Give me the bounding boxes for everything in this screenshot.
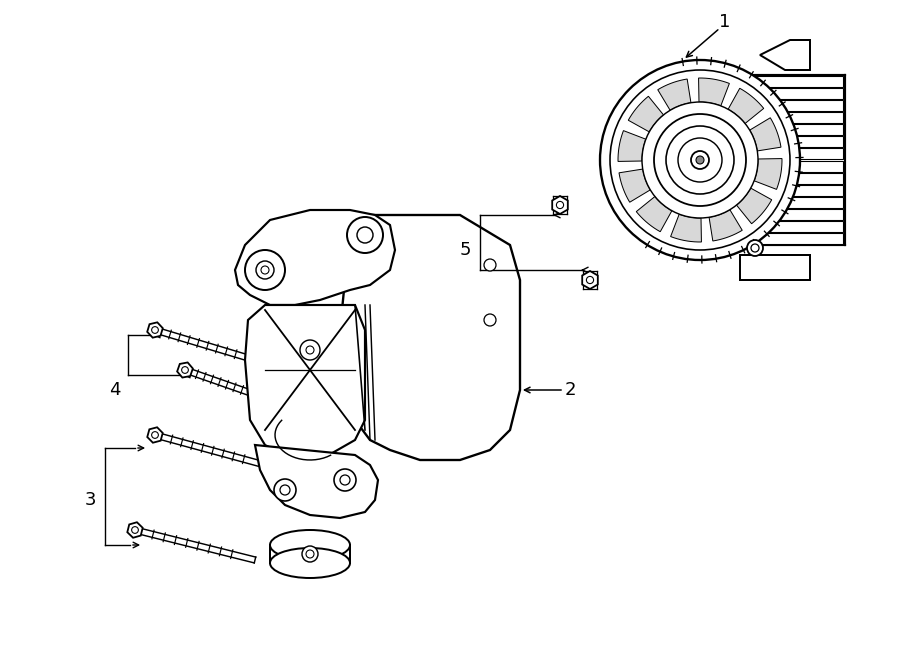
Polygon shape (725, 233, 843, 245)
Polygon shape (670, 214, 701, 242)
Polygon shape (754, 159, 782, 190)
Polygon shape (725, 209, 843, 220)
Polygon shape (725, 173, 843, 184)
Polygon shape (740, 255, 810, 280)
Polygon shape (177, 362, 193, 377)
Polygon shape (725, 124, 843, 135)
Circle shape (600, 60, 800, 260)
Polygon shape (736, 188, 771, 223)
Circle shape (484, 314, 496, 326)
Polygon shape (619, 169, 651, 202)
Polygon shape (760, 40, 810, 70)
Circle shape (642, 102, 758, 218)
Polygon shape (658, 79, 691, 110)
Text: 4: 4 (109, 381, 121, 399)
Text: 3: 3 (85, 491, 95, 509)
Polygon shape (725, 161, 843, 172)
Polygon shape (725, 100, 843, 111)
Polygon shape (709, 210, 742, 241)
Polygon shape (245, 305, 365, 460)
Circle shape (357, 227, 373, 243)
Text: 2: 2 (564, 381, 576, 399)
Ellipse shape (270, 530, 350, 560)
Polygon shape (148, 427, 163, 443)
Ellipse shape (270, 548, 350, 578)
Polygon shape (725, 112, 843, 123)
Polygon shape (725, 185, 843, 196)
Polygon shape (235, 210, 395, 305)
Polygon shape (728, 89, 764, 124)
Ellipse shape (721, 180, 734, 193)
Text: 1: 1 (719, 13, 731, 31)
Polygon shape (127, 522, 143, 538)
Polygon shape (636, 196, 672, 232)
Circle shape (556, 202, 563, 209)
Circle shape (245, 250, 285, 290)
Polygon shape (148, 323, 163, 338)
Polygon shape (698, 78, 729, 106)
Circle shape (256, 261, 274, 279)
Polygon shape (628, 97, 663, 132)
Polygon shape (582, 271, 598, 289)
Polygon shape (725, 136, 843, 147)
Circle shape (484, 259, 496, 271)
Polygon shape (725, 75, 843, 87)
Circle shape (654, 114, 746, 206)
Circle shape (347, 217, 383, 253)
Circle shape (747, 240, 763, 256)
Ellipse shape (667, 180, 680, 193)
Circle shape (274, 479, 296, 501)
Circle shape (587, 276, 594, 284)
Polygon shape (255, 445, 378, 518)
Polygon shape (725, 197, 843, 208)
Circle shape (334, 469, 356, 491)
Polygon shape (618, 131, 646, 161)
Polygon shape (725, 221, 843, 232)
Polygon shape (340, 215, 520, 460)
Circle shape (302, 546, 318, 562)
Circle shape (691, 151, 709, 169)
Ellipse shape (667, 127, 680, 139)
Circle shape (300, 340, 320, 360)
Polygon shape (553, 196, 568, 214)
Polygon shape (725, 149, 843, 159)
Circle shape (696, 156, 704, 164)
Polygon shape (725, 88, 843, 98)
Circle shape (678, 138, 722, 182)
Text: 5: 5 (459, 241, 471, 259)
Polygon shape (750, 118, 781, 151)
